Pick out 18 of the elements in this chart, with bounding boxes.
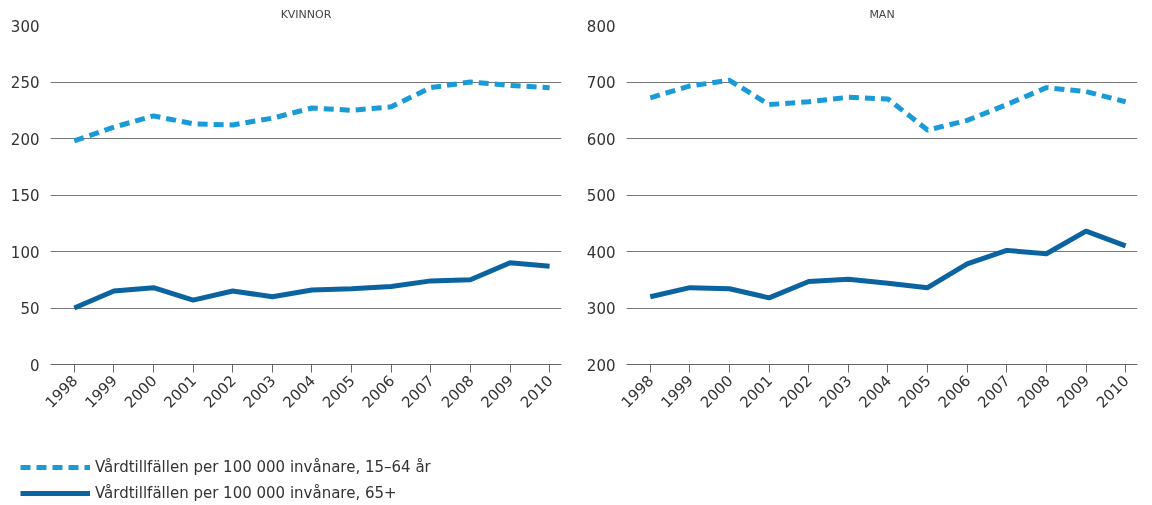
y-tick-label: 200 (10, 130, 40, 149)
y-tick-label: 0 (29, 356, 40, 375)
chart-title: KVINNOR (280, 7, 332, 21)
chart-title: MAN (869, 7, 895, 21)
legend-label: Vårdtillfällen per 100 000 invånare, 65+ (95, 484, 397, 502)
y-tick-label: 50 (20, 300, 40, 318)
y-tick-label: 250 (10, 74, 40, 92)
y-tick-label: 700 (586, 74, 616, 92)
y-tick-label: 150 (10, 187, 40, 205)
y-tick-label: 100 (10, 243, 40, 262)
y-tick-label: 300 (10, 17, 40, 36)
y-tick-label: 500 (586, 187, 616, 205)
y-tick-label: 200 (586, 356, 616, 375)
y-tick-label: 400 (586, 243, 616, 262)
legend-label: Vårdtillfällen per 100 000 invånare, 15–64 år (95, 458, 431, 476)
y-tick-label: 300 (586, 300, 616, 318)
y-tick-label: 600 (586, 130, 616, 149)
y-tick-label: 800 (586, 17, 616, 36)
